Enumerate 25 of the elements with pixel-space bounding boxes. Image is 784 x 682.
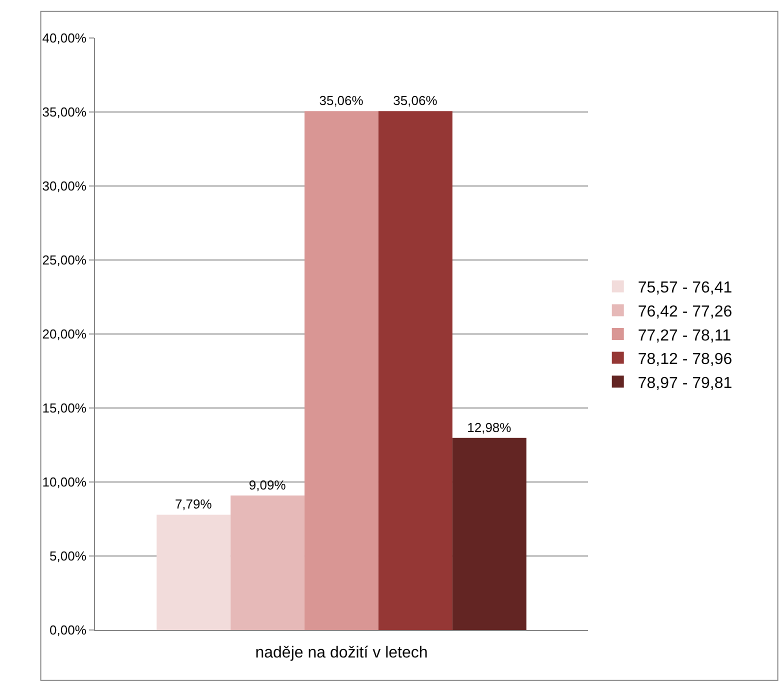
x-axis-title: naděje na dožití v letech (255, 644, 428, 662)
data-label: 9,09% (248, 477, 286, 492)
legend-label: 76,42 - 77,26 (638, 303, 732, 320)
data-label: 35,06% (319, 93, 364, 108)
legend-label: 77,27 - 78,11 (638, 327, 732, 344)
y-tick-label: 40,00% (42, 30, 87, 46)
legend-label: 75,57 - 76,41 (638, 280, 732, 297)
data-label: 35,06% (393, 93, 438, 108)
y-tick-label: 5,00% (50, 548, 87, 564)
y-tick-label: 20,00% (42, 326, 87, 342)
data-label: 12,98% (467, 420, 512, 435)
y-tick-label: 0,00% (50, 622, 87, 638)
legend-label: 78,97 - 79,81 (638, 374, 732, 392)
y-tick-label: 35,00% (42, 104, 87, 120)
bar (452, 438, 526, 630)
y-tick-label: 30,00% (42, 178, 87, 194)
bar (156, 514, 231, 630)
bar (304, 111, 378, 630)
bar (230, 495, 305, 630)
y-tick-label: 10,00% (42, 474, 87, 490)
data-label: 7,79% (174, 496, 212, 512)
y-tick-label: 15,00% (42, 400, 87, 416)
y-tick-label: 25,00% (42, 252, 87, 268)
bar (378, 111, 452, 630)
legend-label: 78,12 - 78,96 (638, 351, 732, 368)
